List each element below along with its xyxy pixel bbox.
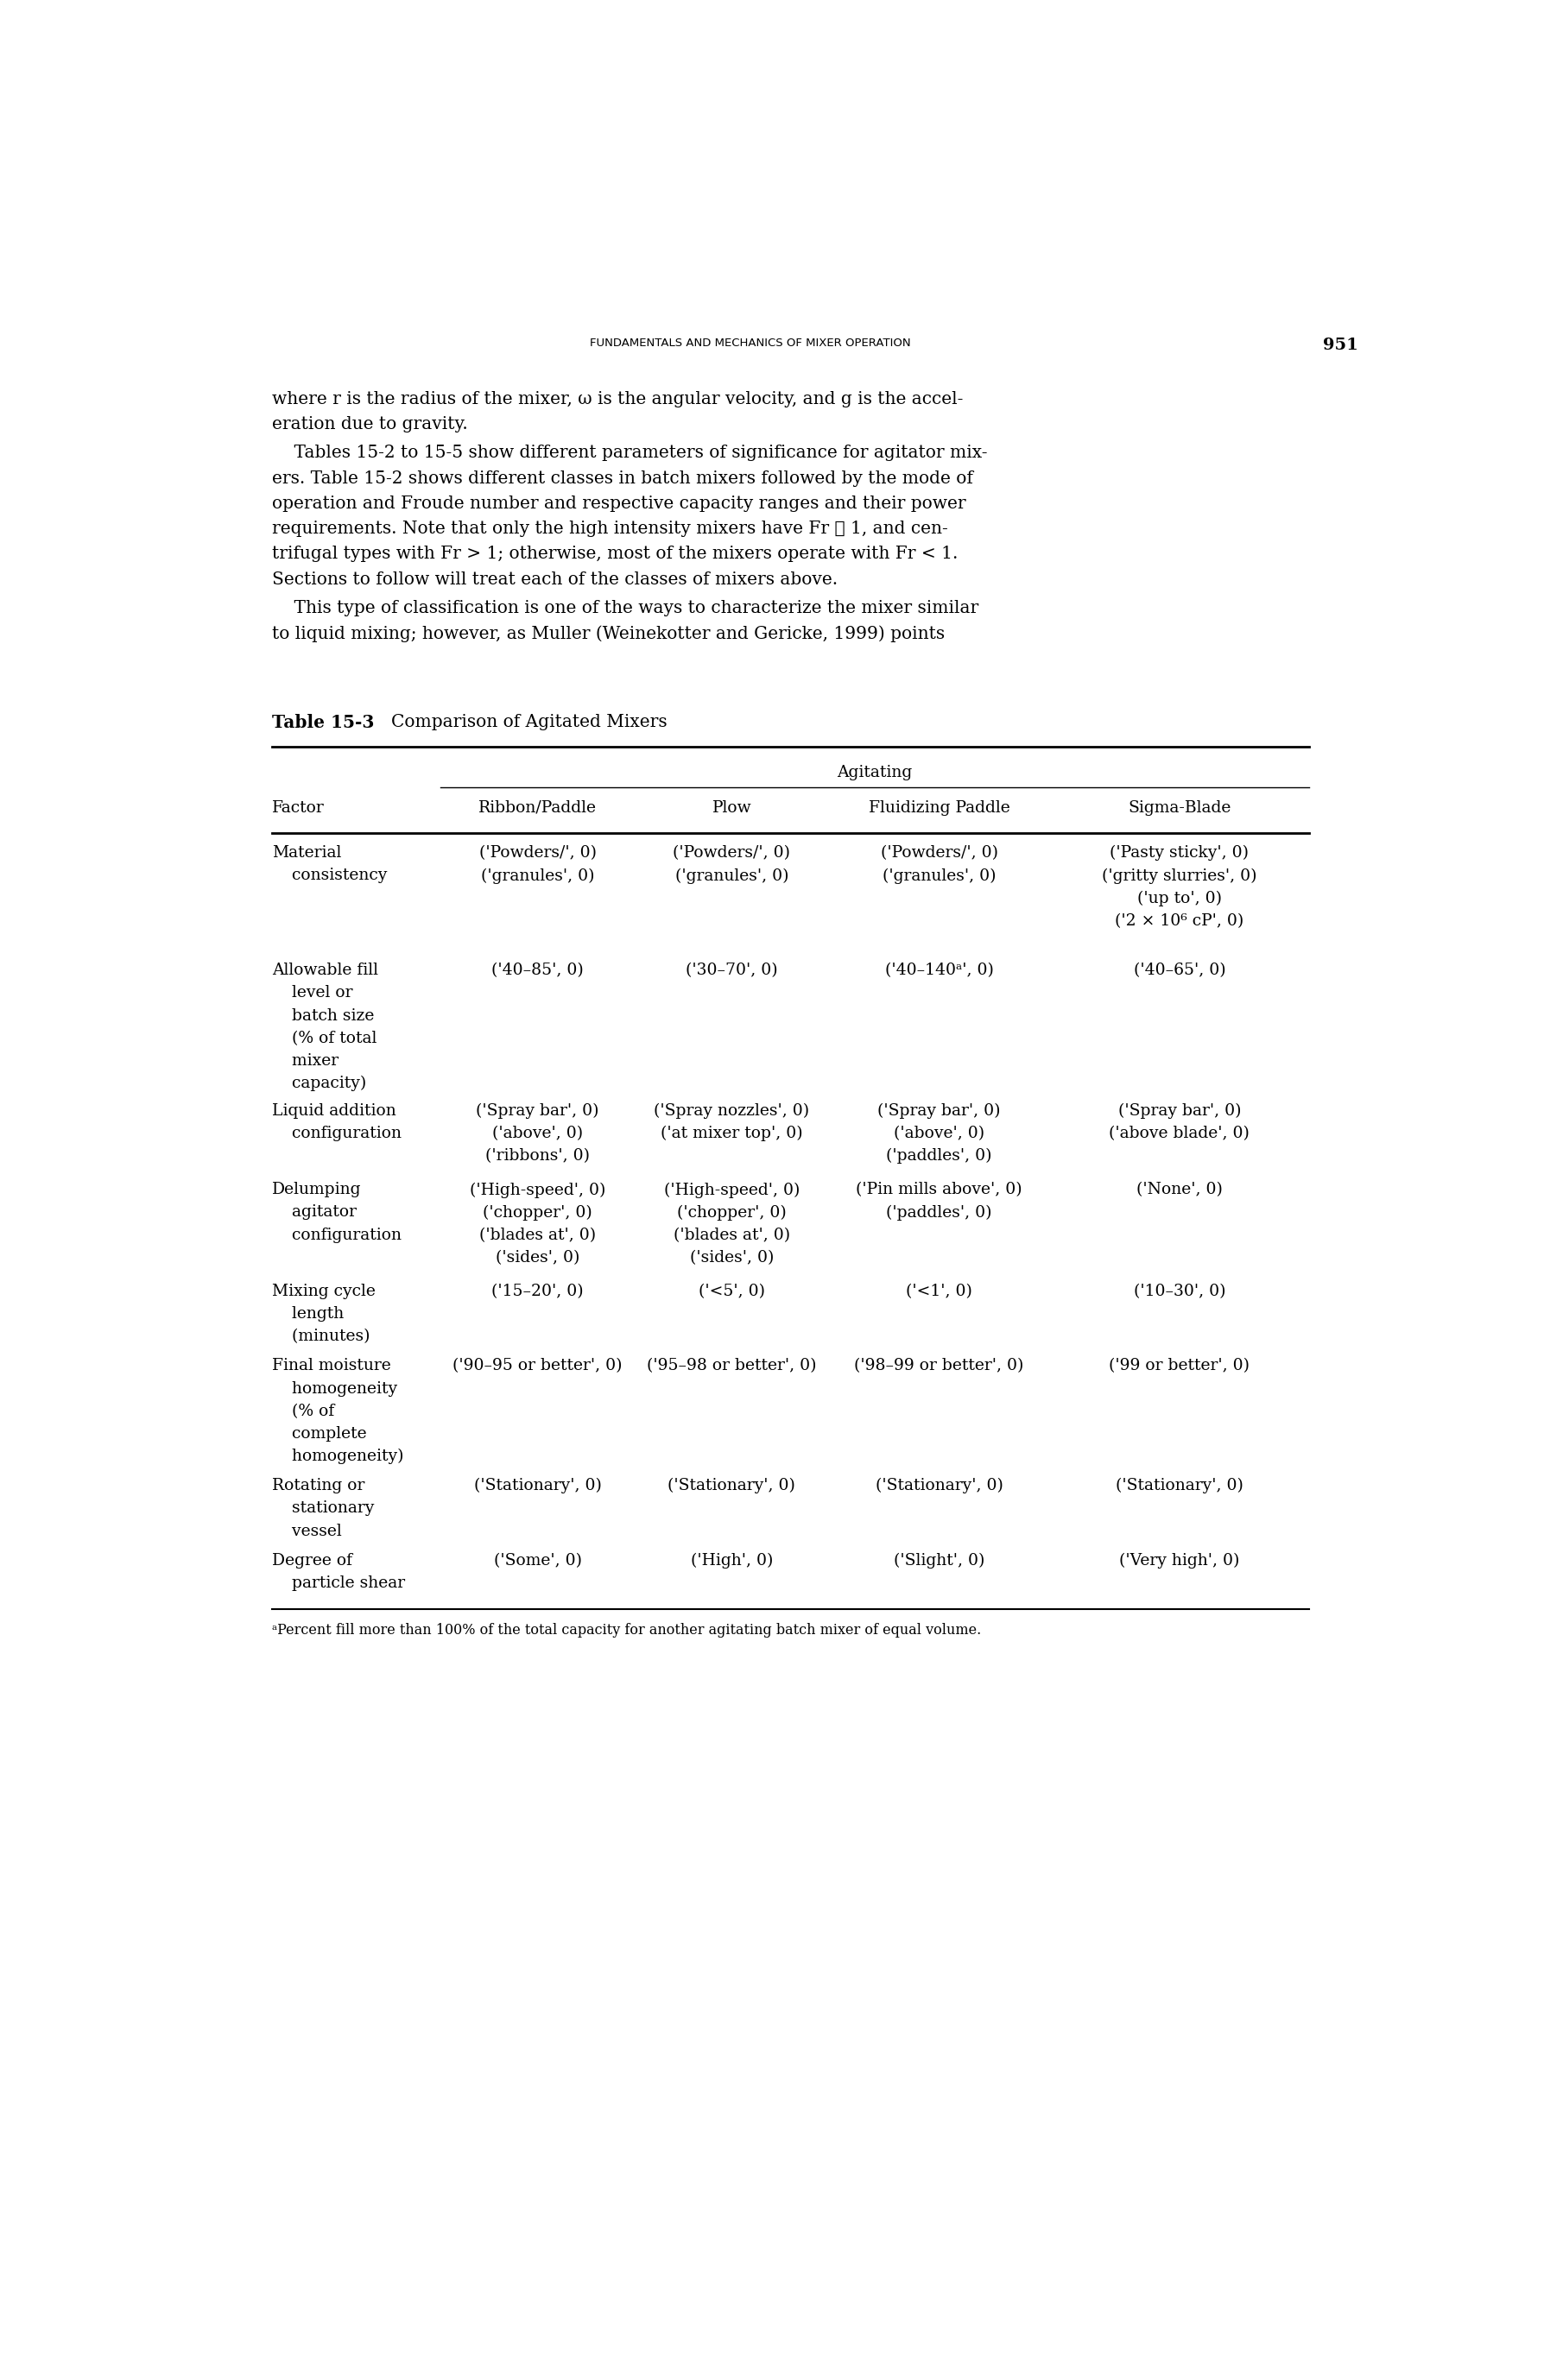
Text: ('paddles', 0): ('paddles', 0) <box>886 1204 993 1221</box>
Text: where r is the radius of the mixer, ω is the angular velocity, and g is the acce: where r is the radius of the mixer, ω is… <box>272 390 963 407</box>
Text: 951: 951 <box>1323 338 1359 352</box>
Text: ('chopper', 0): ('chopper', 0) <box>483 1204 593 1221</box>
Text: ('Spray bar', 0): ('Spray bar', 0) <box>476 1102 599 1119</box>
Text: ('90–95 or better', 0): ('90–95 or better', 0) <box>452 1359 622 1373</box>
Text: ('<5', 0): ('<5', 0) <box>698 1283 764 1299</box>
Text: ('40–85', 0): ('40–85', 0) <box>491 964 584 978</box>
Text: ('40–65', 0): ('40–65', 0) <box>1133 964 1226 978</box>
Text: ('blades at', 0): ('blades at', 0) <box>479 1228 596 1242</box>
Text: Allowable fill: Allowable fill <box>272 964 378 978</box>
Text: mixer: mixer <box>281 1054 338 1069</box>
Text: ᵃPercent fill more than 100% of the total capacity for another agitating batch m: ᵃPercent fill more than 100% of the tota… <box>272 1623 980 1637</box>
Text: operation and Froude number and respective capacity ranges and their power: operation and Froude number and respecti… <box>272 495 967 512</box>
Text: ('granules', 0): ('granules', 0) <box>675 869 789 883</box>
Text: ('ribbons', 0): ('ribbons', 0) <box>485 1147 590 1164</box>
Text: to liquid mixing; however, as Muller (Weinekotter and Gericke, 1999) points: to liquid mixing; however, as Muller (We… <box>272 626 945 643</box>
Text: ('Powders/', 0): ('Powders/', 0) <box>479 845 596 862</box>
Text: ('up to', 0): ('up to', 0) <box>1136 890 1221 907</box>
Text: (% of: (% of <box>281 1404 334 1418</box>
Text: ('High-speed', 0): ('High-speed', 0) <box>469 1183 605 1197</box>
Text: ('99 or better', 0): ('99 or better', 0) <box>1109 1359 1249 1373</box>
Text: ('sides', 0): ('sides', 0) <box>496 1250 579 1266</box>
Text: ('Slight', 0): ('Slight', 0) <box>894 1552 985 1568</box>
Text: trifugal types with Fr > 1; otherwise, most of the mixers operate with Fr < 1.: trifugal types with Fr > 1; otherwise, m… <box>272 545 957 562</box>
Text: consistency: consistency <box>281 869 388 883</box>
Text: ('Powders/', 0): ('Powders/', 0) <box>673 845 791 862</box>
Text: Ribbon/Paddle: Ribbon/Paddle <box>479 800 598 816</box>
Text: ('granules', 0): ('granules', 0) <box>480 869 594 883</box>
Text: ('High', 0): ('High', 0) <box>690 1552 774 1568</box>
Text: Comparison of Agitated Mixers: Comparison of Agitated Mixers <box>391 714 667 731</box>
Text: ('Stationary', 0): ('Stationary', 0) <box>1116 1478 1243 1495</box>
Text: complete: complete <box>281 1426 366 1442</box>
Text: Delumping: Delumping <box>272 1183 361 1197</box>
Text: Degree of: Degree of <box>272 1552 352 1568</box>
Text: ('None', 0): ('None', 0) <box>1136 1183 1223 1197</box>
Text: eration due to gravity.: eration due to gravity. <box>272 416 468 433</box>
Text: ('at mixer top', 0): ('at mixer top', 0) <box>661 1126 803 1142</box>
Text: particle shear: particle shear <box>281 1576 405 1590</box>
Text: ('High-speed', 0): ('High-speed', 0) <box>664 1183 800 1197</box>
Text: ('Some', 0): ('Some', 0) <box>494 1552 582 1568</box>
Text: Factor: Factor <box>272 800 324 816</box>
Text: ('Spray bar', 0): ('Spray bar', 0) <box>1118 1102 1241 1119</box>
Text: Mixing cycle: Mixing cycle <box>272 1283 375 1299</box>
Text: (minutes): (minutes) <box>281 1328 371 1345</box>
Text: ('Powders/', 0): ('Powders/', 0) <box>880 845 997 862</box>
Text: ('sides', 0): ('sides', 0) <box>690 1250 774 1266</box>
Text: level or: level or <box>281 985 352 1002</box>
Text: Fluidizing Paddle: Fluidizing Paddle <box>868 800 1010 816</box>
Text: ('paddles', 0): ('paddles', 0) <box>886 1147 993 1164</box>
Text: ('Very high', 0): ('Very high', 0) <box>1119 1552 1240 1568</box>
Text: ('Stationary', 0): ('Stationary', 0) <box>669 1478 795 1495</box>
Text: ('Spray nozzles', 0): ('Spray nozzles', 0) <box>655 1102 809 1119</box>
Text: requirements. Note that only the high intensity mixers have Fr ≫ 1, and cen-: requirements. Note that only the high in… <box>272 521 948 538</box>
Text: ('above', 0): ('above', 0) <box>894 1126 985 1140</box>
Text: ('gritty slurries', 0): ('gritty slurries', 0) <box>1102 869 1257 883</box>
Text: Plow: Plow <box>712 800 752 816</box>
Text: homogeneity: homogeneity <box>281 1380 397 1397</box>
Text: Agitating: Agitating <box>837 764 913 781</box>
Text: ('95–98 or better', 0): ('95–98 or better', 0) <box>647 1359 817 1373</box>
Text: ('98–99 or better', 0): ('98–99 or better', 0) <box>854 1359 1024 1373</box>
Text: This type of classification is one of the ways to characterize the mixer similar: This type of classification is one of th… <box>272 600 979 616</box>
Text: ('above blade', 0): ('above blade', 0) <box>1109 1126 1249 1140</box>
Text: ('2 × 10⁶ cP', 0): ('2 × 10⁶ cP', 0) <box>1115 914 1244 928</box>
Text: batch size: batch size <box>281 1009 374 1023</box>
Text: Sections to follow will treat each of the classes of mixers above.: Sections to follow will treat each of th… <box>272 571 838 588</box>
Text: ('<1', 0): ('<1', 0) <box>906 1283 973 1299</box>
Text: Liquid addition: Liquid addition <box>272 1102 397 1119</box>
Text: vessel: vessel <box>281 1523 341 1540</box>
Text: ('30–70', 0): ('30–70', 0) <box>686 964 778 978</box>
Text: ('10–30', 0): ('10–30', 0) <box>1133 1283 1226 1299</box>
Text: ('chopper', 0): ('chopper', 0) <box>676 1204 786 1221</box>
Text: Final moisture: Final moisture <box>272 1359 391 1373</box>
Text: ('40–140ᵃ', 0): ('40–140ᵃ', 0) <box>885 964 993 978</box>
Text: Tables 15-2 to 15-5 show different parameters of significance for agitator mix-: Tables 15-2 to 15-5 show different param… <box>272 445 988 462</box>
Text: Material: Material <box>272 845 341 862</box>
Text: configuration: configuration <box>281 1126 401 1140</box>
Text: ('above', 0): ('above', 0) <box>493 1126 584 1140</box>
Text: ('Stationary', 0): ('Stationary', 0) <box>474 1478 602 1495</box>
Text: configuration: configuration <box>281 1228 401 1242</box>
Text: (% of total: (% of total <box>281 1031 377 1047</box>
Text: ('15–20', 0): ('15–20', 0) <box>491 1283 584 1299</box>
Text: FUNDAMENTALS AND MECHANICS OF MIXER OPERATION: FUNDAMENTALS AND MECHANICS OF MIXER OPER… <box>590 338 911 347</box>
Text: Rotating or: Rotating or <box>272 1478 364 1495</box>
Text: ('Pasty sticky', 0): ('Pasty sticky', 0) <box>1110 845 1249 862</box>
Text: stationary: stationary <box>281 1502 374 1516</box>
Text: ('granules', 0): ('granules', 0) <box>883 869 996 883</box>
Text: ers. Table 15-2 shows different classes in batch mixers followed by the mode of: ers. Table 15-2 shows different classes … <box>272 471 973 486</box>
Text: agitator: agitator <box>281 1204 357 1221</box>
Text: homogeneity): homogeneity) <box>281 1449 403 1464</box>
Text: ('blades at', 0): ('blades at', 0) <box>673 1228 791 1242</box>
Text: length: length <box>281 1307 344 1321</box>
Text: ('Spray bar', 0): ('Spray bar', 0) <box>877 1102 1001 1119</box>
Text: capacity): capacity) <box>281 1076 366 1092</box>
Text: Sigma-Blade: Sigma-Blade <box>1129 800 1231 816</box>
Text: ('Pin mills above', 0): ('Pin mills above', 0) <box>855 1183 1022 1197</box>
Text: ('Stationary', 0): ('Stationary', 0) <box>875 1478 1004 1495</box>
Text: Table 15-3: Table 15-3 <box>272 714 374 731</box>
